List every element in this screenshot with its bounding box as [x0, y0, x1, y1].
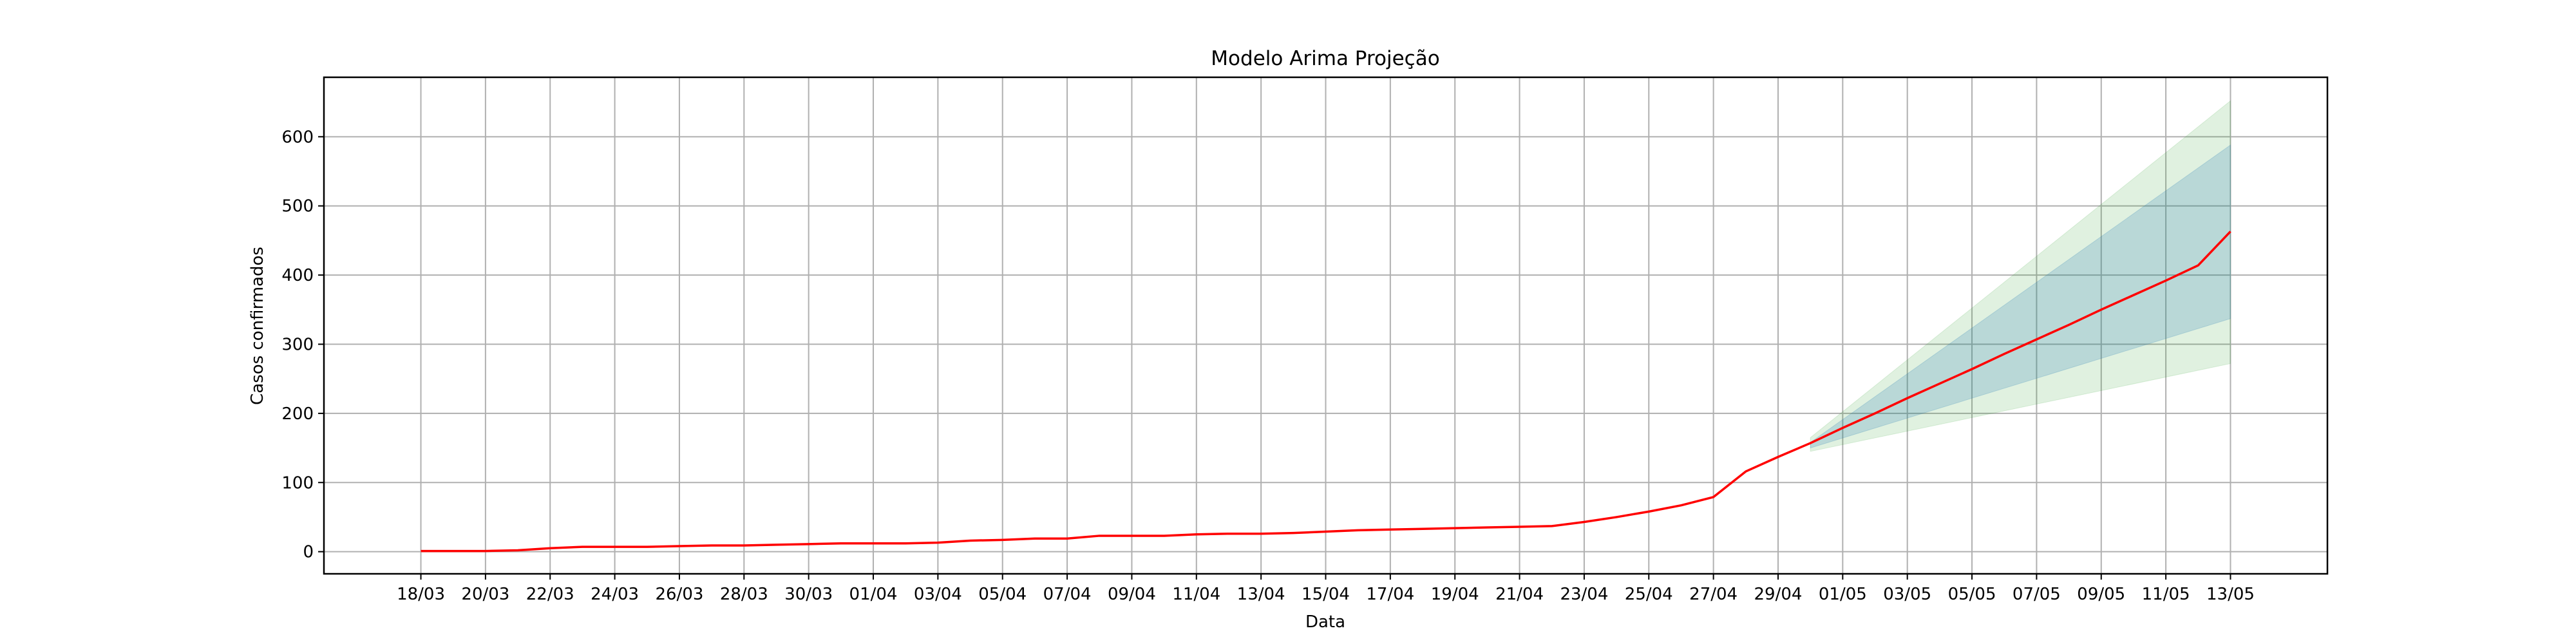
x-tick-label: 05/04 [978, 585, 1027, 604]
x-tick-label: 23/04 [1560, 585, 1608, 604]
x-tick-label: 07/05 [2012, 585, 2061, 604]
x-tick-label: 18/03 [397, 585, 445, 604]
inner-confidence-band [1810, 144, 2231, 449]
x-tick-label: 13/04 [1237, 585, 1285, 604]
data-series [421, 231, 2231, 553]
y-tick-label: 100 [281, 473, 314, 493]
y-tick-label: 200 [281, 404, 314, 424]
x-tick-label: 22/03 [526, 585, 574, 604]
y-tick-label: 500 [281, 197, 314, 216]
x-tick-label: 03/04 [914, 585, 962, 604]
x-tick-label: 19/04 [1431, 585, 1479, 604]
x-tick-label: 17/04 [1366, 585, 1414, 604]
confirmed-cases-line [421, 231, 2231, 553]
x-tick-label: 09/05 [2077, 585, 2125, 604]
x-tick-label: 27/04 [1689, 585, 1738, 604]
x-axis-label: Data [1305, 612, 1345, 632]
x-tick-label: 05/05 [1948, 585, 1996, 604]
x-tick-label: 28/03 [720, 585, 768, 604]
x-tick-label: 01/04 [849, 585, 898, 604]
x-tick-label: 30/03 [784, 585, 833, 604]
x-tick-label: 13/05 [2206, 585, 2255, 604]
outer-confidence-band [1810, 100, 2231, 452]
x-tick-label: 29/04 [1754, 585, 1803, 604]
x-tick-label: 15/04 [1302, 585, 1350, 604]
x-tick-label: 09/04 [1108, 585, 1156, 604]
x-tick-label: 01/05 [1819, 585, 1867, 604]
y-tick-label: 300 [281, 335, 314, 354]
y-axis-ticks: 0 100 200 300 400 500 600 [281, 128, 324, 562]
chart-title: Modelo Arima Projeção [1211, 47, 1439, 70]
x-tick-label: 25/04 [1625, 585, 1673, 604]
x-tick-label: 24/03 [591, 585, 639, 604]
x-tick-label: 11/05 [2142, 585, 2190, 604]
y-tick-label: 600 [281, 128, 314, 147]
x-tick-label: 07/04 [1043, 585, 1092, 604]
x-tick-label: 21/04 [1495, 585, 1544, 604]
x-tick-label: 26/03 [655, 585, 703, 604]
grid-lines [324, 77, 2327, 574]
y-tick-label: 0 [303, 543, 314, 562]
y-axis-label: Casos confirmados [248, 247, 267, 405]
x-tick-label: 11/04 [1172, 585, 1220, 604]
x-axis-ticks: 18/03 20/03 22/03 24/03 26/03 28/03 30/03 01/04… [397, 574, 2255, 604]
confidence-bands [1810, 100, 2231, 452]
x-tick-label: 20/03 [461, 585, 509, 604]
y-tick-label: 400 [281, 266, 314, 285]
x-tick-label: 03/05 [1883, 585, 1931, 604]
